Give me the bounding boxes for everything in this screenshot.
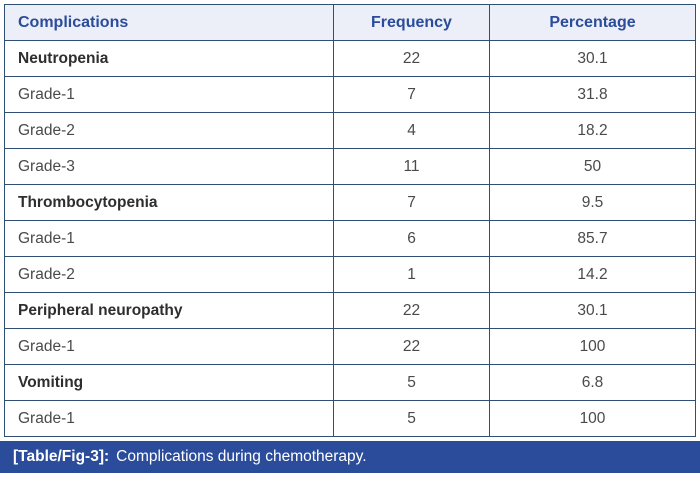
table-row: Grade-1 5 100 (4, 400, 696, 437)
complication-cell: Neutropenia (4, 40, 334, 77)
table-row: Vomiting 5 6.8 (4, 364, 696, 401)
frequency-cell: 22 (333, 292, 490, 329)
table-row: Thrombocytopenia 7 9.5 (4, 184, 696, 221)
complication-cell: Grade-2 (4, 256, 334, 293)
percentage-cell: 14.2 (489, 256, 696, 293)
table-caption-text: Complications during chemotherapy. (116, 448, 367, 465)
complication-cell: Grade-1 (4, 400, 334, 437)
percentage-cell: 6.8 (489, 364, 696, 401)
frequency-cell: 5 (333, 400, 490, 437)
complications-table: Complications Frequency Percentage Neutr… (4, 4, 696, 437)
percentage-cell: 30.1 (489, 40, 696, 77)
table-row: Grade-3 11 50 (4, 148, 696, 185)
col-header-frequency: Frequency (333, 4, 490, 41)
table-row: Peripheral neuropathy 22 30.1 (4, 292, 696, 329)
complication-cell: Grade-1 (4, 328, 334, 365)
percentage-cell: 50 (489, 148, 696, 185)
header-row: Complications Frequency Percentage (4, 4, 696, 41)
complication-cell: Grade-1 (4, 220, 334, 257)
table-row: Grade-1 22 100 (4, 328, 696, 365)
frequency-cell: 7 (333, 184, 490, 221)
col-header-percentage: Percentage (489, 4, 696, 41)
frequency-cell: 1 (333, 256, 490, 293)
frequency-cell: 5 (333, 364, 490, 401)
table-row: Grade-2 4 18.2 (4, 112, 696, 149)
percentage-cell: 9.5 (489, 184, 696, 221)
complication-cell: Vomiting (4, 364, 334, 401)
percentage-cell: 30.1 (489, 292, 696, 329)
percentage-cell: 31.8 (489, 76, 696, 113)
percentage-cell: 85.7 (489, 220, 696, 257)
table-caption-tag: [Table/Fig-3]: (13, 448, 110, 465)
complication-cell: Peripheral neuropathy (4, 292, 334, 329)
frequency-cell: 6 (333, 220, 490, 257)
table-caption: [Table/Fig-3]: Complications during chem… (0, 441, 700, 473)
table-row: Grade-2 1 14.2 (4, 256, 696, 293)
table-row: Grade-1 6 85.7 (4, 220, 696, 257)
frequency-cell: 22 (333, 328, 490, 365)
percentage-cell: 100 (489, 328, 696, 365)
table-body: Neutropenia 22 30.1 Grade-1 7 31.8 Grade… (4, 40, 696, 437)
complication-cell: Grade-3 (4, 148, 334, 185)
complication-cell: Grade-2 (4, 112, 334, 149)
percentage-cell: 18.2 (489, 112, 696, 149)
frequency-cell: 7 (333, 76, 490, 113)
frequency-cell: 11 (333, 148, 490, 185)
table-row: Grade-1 7 31.8 (4, 76, 696, 113)
col-header-complications: Complications (4, 4, 334, 41)
frequency-cell: 22 (333, 40, 490, 77)
complication-cell: Thrombocytopenia (4, 184, 334, 221)
frequency-cell: 4 (333, 112, 490, 149)
table-row: Neutropenia 22 30.1 (4, 40, 696, 77)
complication-cell: Grade-1 (4, 76, 334, 113)
percentage-cell: 100 (489, 400, 696, 437)
